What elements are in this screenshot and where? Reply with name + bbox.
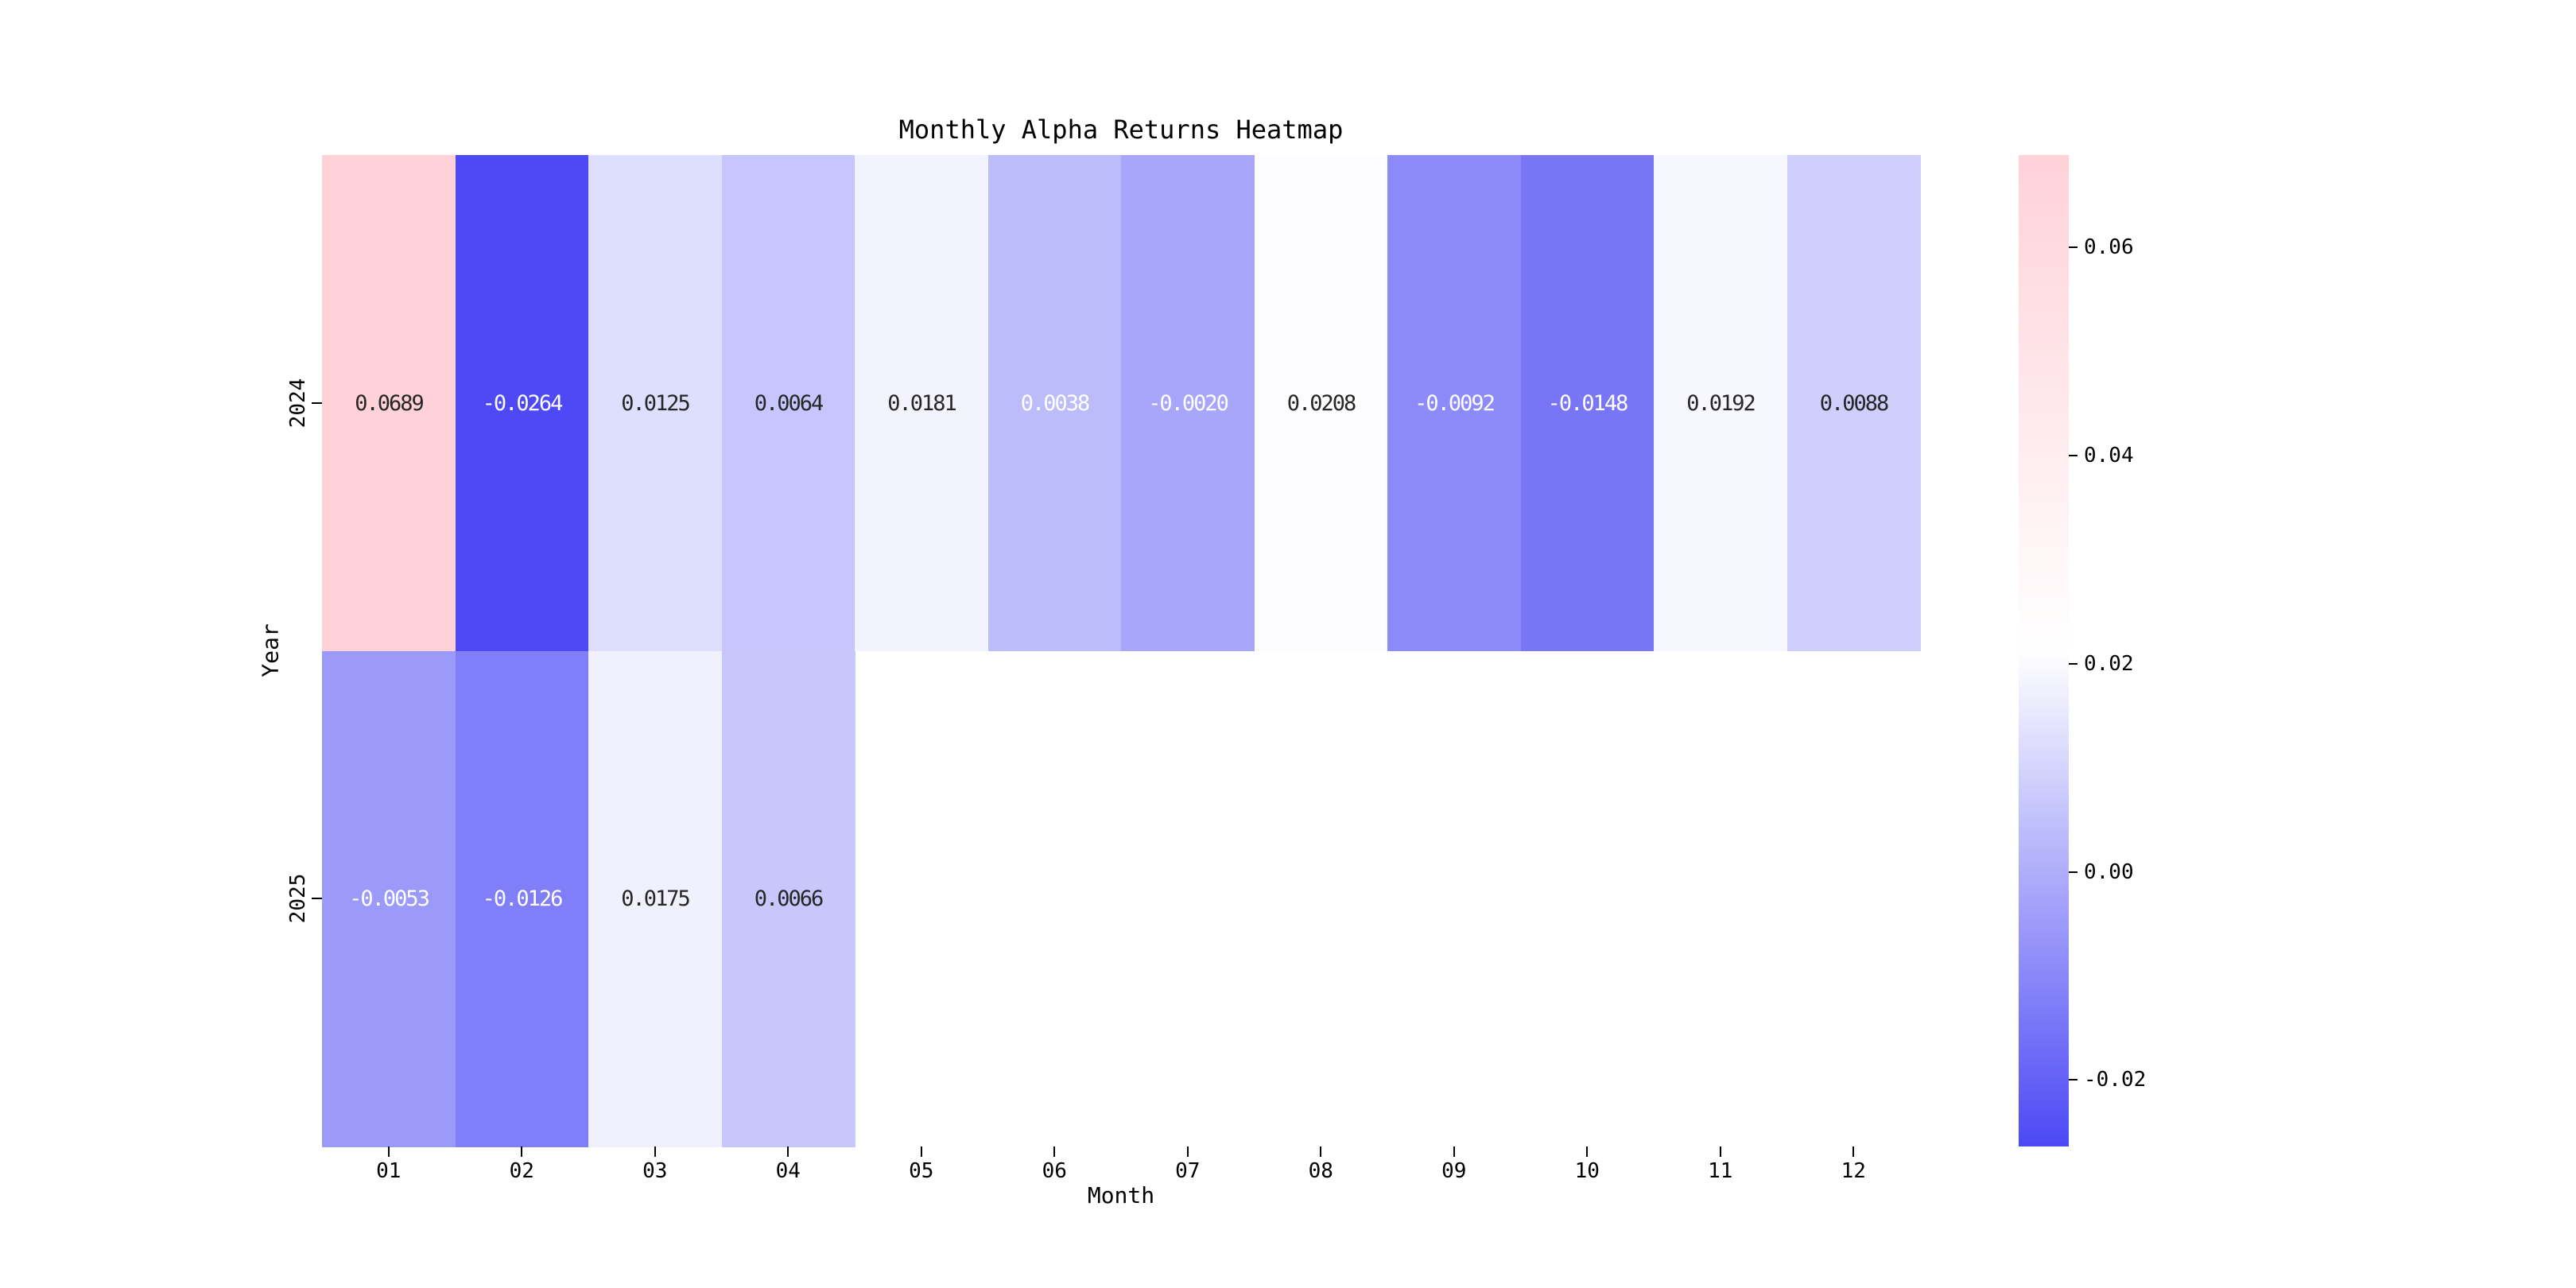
cell-value-label: 0.0689 bbox=[355, 390, 425, 416]
colorbar-tick-mark bbox=[2069, 871, 2077, 873]
cell-value-label: -0.0092 bbox=[1414, 390, 1496, 416]
colorbar-tick-label: 0.02 bbox=[2084, 651, 2134, 676]
x-tick-label: 07 bbox=[1175, 1159, 1201, 1183]
colorbar-tick-mark bbox=[2069, 662, 2077, 665]
x-tick-label: 10 bbox=[1574, 1159, 1600, 1183]
colorbar bbox=[2019, 155, 2069, 1146]
x-tick-mark bbox=[1719, 1146, 1721, 1157]
cell-value-label: 0.0181 bbox=[887, 390, 957, 416]
colorbar-tick-label: 0.06 bbox=[2084, 235, 2134, 260]
cell-value-label: -0.0053 bbox=[349, 886, 430, 911]
cell-value-label: 0.0038 bbox=[1020, 390, 1091, 416]
cell-value-label: 0.0125 bbox=[621, 390, 691, 416]
x-tick-label: 09 bbox=[1441, 1159, 1467, 1183]
heatmap-cell: 0.0088 bbox=[1787, 155, 1921, 651]
heatmap-cell: -0.0126 bbox=[455, 650, 589, 1147]
x-tick-mark bbox=[787, 1146, 789, 1157]
y-tick-mark bbox=[312, 898, 322, 900]
heatmap-cell: -0.0020 bbox=[1121, 155, 1255, 651]
x-tick-label: 06 bbox=[1042, 1159, 1067, 1183]
cell-value-label: -0.0264 bbox=[482, 390, 564, 416]
heatmap-cell: 0.0208 bbox=[1254, 155, 1388, 651]
x-tick-label: 04 bbox=[775, 1159, 801, 1183]
colorbar-tick-mark bbox=[2069, 1079, 2077, 1081]
x-tick-label: 11 bbox=[1708, 1159, 1733, 1183]
colorbar-tick-mark bbox=[2069, 455, 2077, 457]
cell-value-label: 0.0208 bbox=[1286, 390, 1357, 416]
x-tick-mark bbox=[1320, 1146, 1322, 1157]
heatmap-cell: 0.0038 bbox=[987, 155, 1122, 651]
colorbar-tick-label: 0.04 bbox=[2084, 444, 2134, 468]
colorbar-tick-label: -0.02 bbox=[2084, 1068, 2147, 1092]
heatmap-cell: -0.0053 bbox=[322, 650, 456, 1147]
x-tick-mark bbox=[521, 1146, 523, 1157]
x-tick-label: 03 bbox=[642, 1159, 668, 1183]
heatmap-cell: 0.0064 bbox=[721, 155, 855, 651]
cell-value-label: 0.0192 bbox=[1686, 390, 1756, 416]
x-tick-label: 12 bbox=[1841, 1159, 1866, 1183]
chart-title: Monthly Alpha Returns Heatmap bbox=[898, 114, 1344, 145]
heatmap-grid: 0.0689 -0.0264 0.0125 0.0064 0.0181 0.0038 -0.… bbox=[322, 155, 1921, 1147]
heatmap-cell: 0.0175 bbox=[588, 650, 722, 1147]
heatmap-cell: 0.0066 bbox=[721, 650, 855, 1147]
cell-value-label: -0.0020 bbox=[1148, 390, 1229, 416]
y-tick-mark bbox=[312, 402, 322, 404]
x-tick-label: 08 bbox=[1308, 1159, 1333, 1183]
x-tick-mark bbox=[1586, 1146, 1589, 1157]
x-tick-mark bbox=[387, 1146, 390, 1157]
heatmap-cell: -0.0264 bbox=[455, 155, 589, 651]
heatmap-cell: 0.0192 bbox=[1654, 155, 1787, 651]
x-tick-label: 02 bbox=[509, 1159, 534, 1183]
heatmap-cell: 0.0689 bbox=[322, 155, 456, 651]
y-tick-label: 2024 bbox=[286, 378, 310, 429]
x-tick-mark bbox=[920, 1146, 922, 1157]
cell-value-label: -0.0148 bbox=[1547, 390, 1629, 416]
x-tick-mark bbox=[654, 1146, 656, 1157]
heatmap-cell: -0.0092 bbox=[1387, 155, 1521, 651]
cell-value-label: 0.0064 bbox=[754, 390, 824, 416]
x-tick-mark bbox=[1053, 1146, 1056, 1157]
heatmap-cell: 0.0125 bbox=[588, 155, 722, 651]
colorbar-tick-mark bbox=[2069, 246, 2077, 249]
cell-value-label: 0.0175 bbox=[621, 886, 691, 911]
x-tick-mark bbox=[1852, 1146, 1855, 1157]
heatmap-cell: 0.0181 bbox=[855, 155, 988, 651]
x-axis-label: Month bbox=[1087, 1182, 1155, 1208]
x-tick-mark bbox=[1453, 1146, 1455, 1157]
cell-value-label: -0.0126 bbox=[482, 886, 564, 911]
cell-value-label: 0.0066 bbox=[754, 886, 824, 911]
x-tick-mark bbox=[1186, 1146, 1189, 1157]
y-axis-label: Year bbox=[257, 623, 284, 677]
heatmap-cell: -0.0148 bbox=[1520, 155, 1655, 651]
x-tick-label: 05 bbox=[909, 1159, 934, 1183]
cell-value-label: 0.0088 bbox=[1819, 390, 1890, 416]
y-tick-label: 2025 bbox=[286, 873, 310, 924]
colorbar-tick-label: 0.00 bbox=[2084, 859, 2134, 884]
x-tick-label: 01 bbox=[376, 1159, 402, 1183]
